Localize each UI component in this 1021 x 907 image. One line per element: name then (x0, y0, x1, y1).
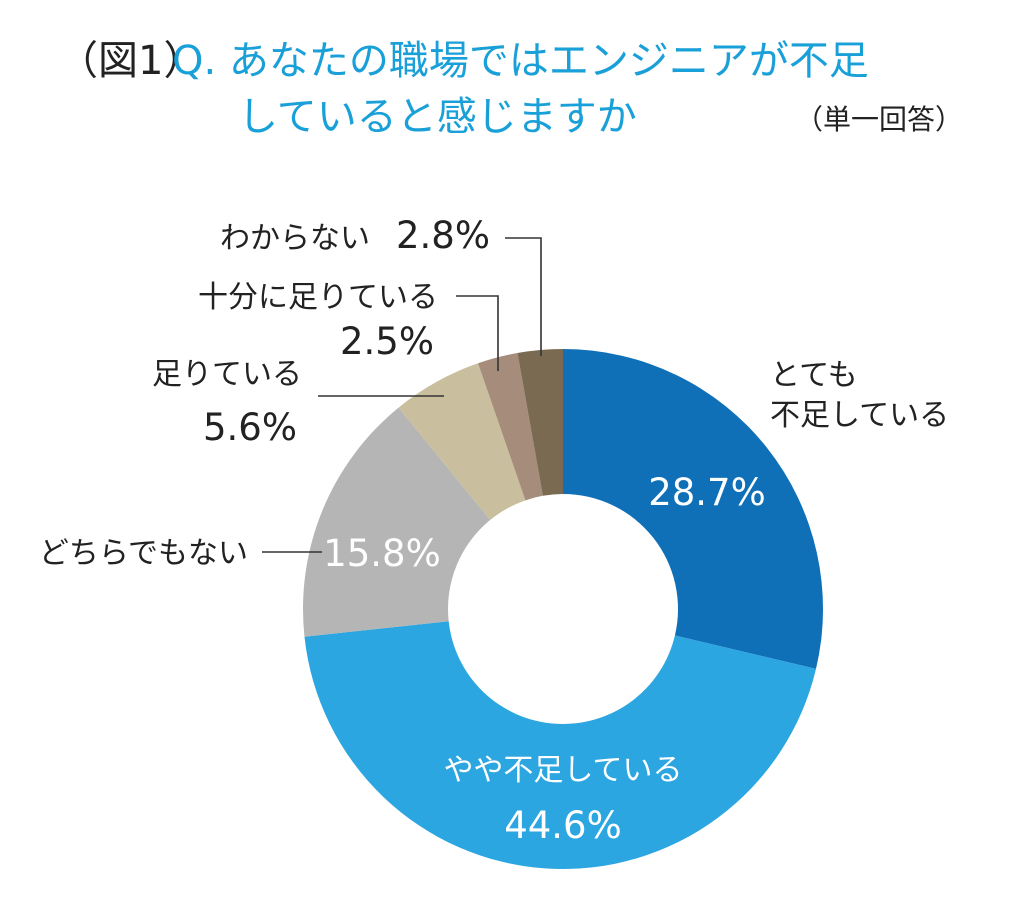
slice-neutral (303, 407, 491, 637)
answer-type-note: （単一回答） (795, 103, 963, 136)
slice-label-dont-know: わからない (220, 221, 370, 256)
slice-value-neutral: 15.8% (323, 532, 441, 575)
leader-line-fully-sufficient (456, 295, 499, 371)
slice-dont-know (517, 349, 563, 496)
slice-fully-sufficient (478, 353, 543, 501)
slice-value-dont-know: 2.8% (396, 214, 490, 257)
slice-value-fully-sufficient: 2.5% (340, 320, 434, 363)
chart-title-line2: していると感じますか (238, 94, 637, 140)
figure-number: （図1） (58, 38, 203, 84)
chart-title-line1: Q. あなたの職場ではエンジニアが不足 (172, 38, 869, 84)
slice-label-fully-sufficient: 十分に足りている (198, 280, 438, 315)
slice-value-somewhat-short: 44.6% (504, 804, 622, 847)
slice-somewhat-short (304, 621, 817, 869)
chart-header: （図1） Q. あなたの職場ではエンジニアが不足 していると感じますか （単一回… (58, 38, 963, 140)
slice-label-very-short-2: 不足している (770, 398, 949, 433)
slice-value-very-short: 28.7% (648, 471, 766, 514)
slice-label-very-short-1: とても (770, 358, 858, 393)
slice-very-short (563, 349, 824, 669)
leader-line-dont-know (505, 237, 542, 356)
slice-labels: とても 不足している 28.7% やや不足している 44.6% どちらでもない … (39, 214, 949, 847)
donut-slices (303, 349, 824, 869)
slice-label-somewhat-short: やや不足している (443, 753, 682, 788)
slice-label-neutral: どちらでもない (39, 536, 248, 571)
slice-label-sufficient: 足りている (152, 357, 302, 392)
slice-sufficient (398, 363, 526, 520)
slice-value-sufficient: 5.6% (203, 406, 297, 449)
